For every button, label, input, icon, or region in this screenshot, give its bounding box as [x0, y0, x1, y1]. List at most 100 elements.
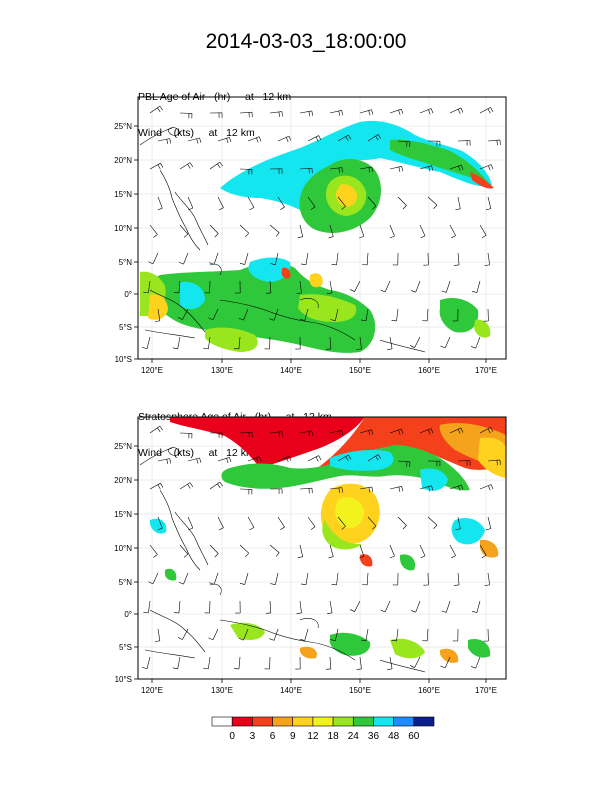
wind-barb — [187, 516, 194, 531]
wind-barb — [479, 224, 487, 239]
wind-barb — [359, 486, 373, 493]
wind-barb — [457, 140, 471, 146]
wind-barb — [299, 167, 313, 174]
wind-barb — [329, 430, 344, 436]
colorbar-box — [292, 716, 314, 727]
wind-barb — [179, 224, 189, 238]
wind-barb — [349, 280, 361, 292]
wind-barb — [247, 456, 262, 463]
wind-barb — [208, 308, 219, 321]
wind-barb — [410, 600, 421, 613]
wind-barb — [217, 457, 232, 464]
lon-tick-label: 130°E — [211, 366, 233, 375]
wind-barb — [479, 427, 494, 434]
lat-tick-label: 5°S — [119, 643, 132, 652]
wind-barb — [483, 308, 489, 322]
wind-barb — [427, 140, 441, 147]
lat-tick-label: 0° — [124, 290, 132, 299]
wind-barb — [483, 628, 489, 642]
lon-tick-label: 150°E — [349, 686, 371, 695]
colorbar-label: 6 — [270, 731, 276, 742]
lat-tick-label: 5°N — [119, 578, 133, 587]
colorbar-label: 3 — [250, 731, 256, 742]
wind-barb — [330, 628, 339, 641]
wind-barb — [331, 572, 339, 586]
wind-barb — [157, 458, 172, 465]
wind-barb — [440, 656, 451, 669]
wind-barb — [356, 336, 362, 350]
axis-ticks: 120°E 130°E 140°E 150°E 160°E 170°E 25°N 20°N 15… — [114, 122, 497, 375]
pbl-age-shading — [140, 120, 494, 353]
wind-barb — [299, 110, 313, 117]
wind-barb — [337, 134, 352, 142]
wind-barb — [269, 488, 283, 494]
wind-barb — [470, 336, 481, 349]
wind-barb — [410, 280, 421, 293]
wind-barb — [360, 628, 369, 642]
lon-tick-label: 120°E — [141, 366, 163, 375]
wind-barb — [296, 600, 302, 614]
wind-barb — [397, 196, 407, 210]
wind-barb — [329, 110, 344, 116]
wind-barb — [269, 628, 279, 641]
wind-barb — [440, 336, 451, 349]
wind-barb — [479, 107, 494, 114]
wind-barb — [327, 280, 333, 294]
colorbar-box — [252, 716, 273, 727]
colorbar-label: 60 — [408, 731, 420, 742]
wind-barb — [359, 224, 365, 239]
lon-tick-label: 150°E — [349, 366, 371, 375]
wind-barb — [325, 656, 332, 670]
wind-barb — [419, 485, 434, 492]
wind-barb — [471, 280, 481, 293]
wind-barb — [380, 600, 391, 613]
wind-barb — [179, 482, 194, 490]
lat-tick-label: 0° — [124, 610, 132, 619]
lat-tick-label: 15°N — [114, 190, 132, 199]
wind-barb — [247, 136, 262, 143]
wind-barb — [359, 429, 374, 436]
wind-barb — [299, 430, 313, 437]
wind-barb — [391, 308, 399, 322]
wind-barb — [269, 431, 283, 437]
wind-barb — [360, 308, 369, 322]
wind-barb — [479, 544, 487, 559]
wind-barb — [389, 224, 395, 239]
wind-barb — [270, 252, 279, 265]
wind-barb — [362, 252, 369, 266]
lon-tick-label: 120°E — [141, 686, 163, 695]
wind-barb — [419, 224, 426, 239]
wind-barb — [209, 161, 223, 170]
wind-barb — [359, 544, 365, 559]
axis-ticks: 120°E 130°E 140°E 150°E 160°E 170°E 25°N 20°N 15… — [114, 442, 497, 695]
wind-barb — [487, 459, 501, 466]
wind-barb — [157, 138, 172, 145]
wind-barb — [392, 572, 399, 586]
wind-barb — [449, 164, 464, 171]
lon-tick-label: 140°E — [280, 366, 302, 375]
colorbar-box — [231, 716, 253, 727]
wind-barb — [387, 336, 393, 350]
wind-barb — [239, 488, 253, 495]
wind-barb — [454, 572, 460, 586]
colorbar-label: 0 — [229, 731, 235, 742]
wind-barb — [178, 572, 189, 585]
wind-barb — [455, 516, 461, 531]
wind-barb — [149, 224, 158, 238]
lon-tick-label: 160°E — [418, 366, 440, 375]
wind-barb — [397, 460, 411, 467]
wind-barb — [452, 308, 459, 322]
wind-barb — [187, 457, 202, 464]
wind-barb — [148, 252, 159, 265]
wind-barb — [300, 572, 309, 586]
wind-barb — [209, 252, 219, 265]
wind-barb — [337, 196, 346, 210]
wind-barb — [209, 544, 219, 558]
wind-barb — [233, 336, 241, 350]
wind-barb — [367, 196, 377, 210]
wind-barb — [238, 628, 249, 641]
wind-barb — [295, 336, 301, 350]
wind-barb — [422, 628, 429, 642]
wind-barb — [349, 600, 361, 612]
